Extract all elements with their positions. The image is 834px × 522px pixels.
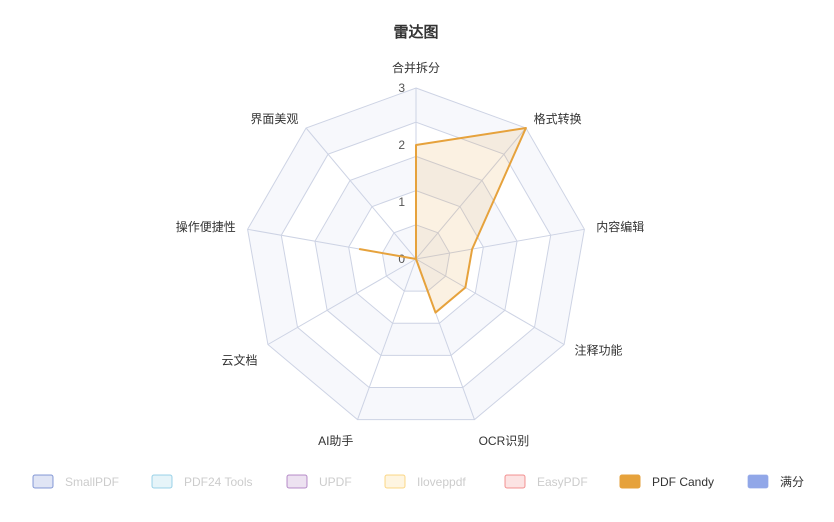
indicator-label-6: 云文档	[222, 353, 258, 368]
legend-item-easypdf[interactable]: EasyPDF	[504, 474, 588, 489]
legend-label-smallpdf: SmallPDF	[65, 475, 119, 489]
grid-spoke-1	[415, 127, 527, 260]
legend-swatch-pdf-candy	[619, 474, 641, 489]
grid-spoke-5	[357, 258, 417, 420]
legend-swatch-updf	[286, 474, 308, 489]
tick-label-3: 3	[398, 81, 405, 95]
series-area-5	[358, 127, 527, 314]
legend-item-pdf24-tools[interactable]: PDF24 Tools	[151, 474, 252, 489]
tick-label-1: 1	[398, 195, 405, 209]
indicator-label-5: AI助手	[318, 434, 353, 448]
grid-spoke-2	[415, 228, 585, 260]
legend-item-smallpdf[interactable]: SmallPDF	[32, 474, 119, 489]
legend-item-updf[interactable]: UPDF	[286, 474, 352, 489]
legend-label-full-score: 满分	[780, 475, 804, 489]
legend-item-pdf-candy[interactable]: PDF Candy	[619, 474, 714, 489]
grid-spoke-6	[267, 258, 417, 345]
legend-swatch-iloveppdf	[384, 474, 406, 489]
legend-item-full-score[interactable]: 满分	[747, 474, 804, 489]
legend-swatch-easypdf	[504, 474, 526, 489]
indicator-label-3: 注释功能	[574, 343, 622, 358]
legend-swatch-full-score	[747, 474, 769, 489]
legend-label-updf: UPDF	[319, 475, 352, 489]
indicator-label-8: 界面美观	[250, 112, 298, 126]
radar-ticks: 0 1 2 3	[398, 81, 405, 266]
legend-label-iloveppdf: Iloveppdf	[417, 475, 466, 489]
tick-label-2: 2	[398, 138, 405, 152]
indicator-label-2: 内容编辑	[596, 219, 644, 234]
series-layer	[358, 127, 527, 314]
grid-spoke-8	[305, 127, 417, 260]
legend-item-iloveppdf[interactable]: Iloveppdf	[384, 474, 466, 489]
legend-swatch-pdf24-tools	[151, 474, 173, 489]
grid-spoke-3	[415, 258, 565, 345]
indicator-label-1: 格式转换	[534, 111, 582, 126]
indicator-labels: 合并拆分 格式转换 内容编辑 注释功能 OCR识别 AI助手 云文档 操作便捷性…	[176, 60, 644, 448]
legend-label-pdf-candy: PDF Candy	[652, 475, 714, 489]
tick-label-0: 0	[398, 252, 405, 266]
legend-label-pdf24-tools: PDF24 Tools	[184, 475, 252, 489]
legend-label-easypdf: EasyPDF	[537, 475, 588, 489]
indicator-label-4: OCR识别	[479, 434, 530, 448]
indicator-label-0: 合并拆分	[392, 60, 440, 75]
legend: SmallPDF PDF24 Tools UPDF Iloveppdf Easy…	[32, 474, 804, 489]
legend-swatch-smallpdf	[32, 474, 54, 489]
chart-title: 雷达图	[393, 23, 438, 41]
indicator-label-7: 操作便捷性	[176, 219, 236, 234]
